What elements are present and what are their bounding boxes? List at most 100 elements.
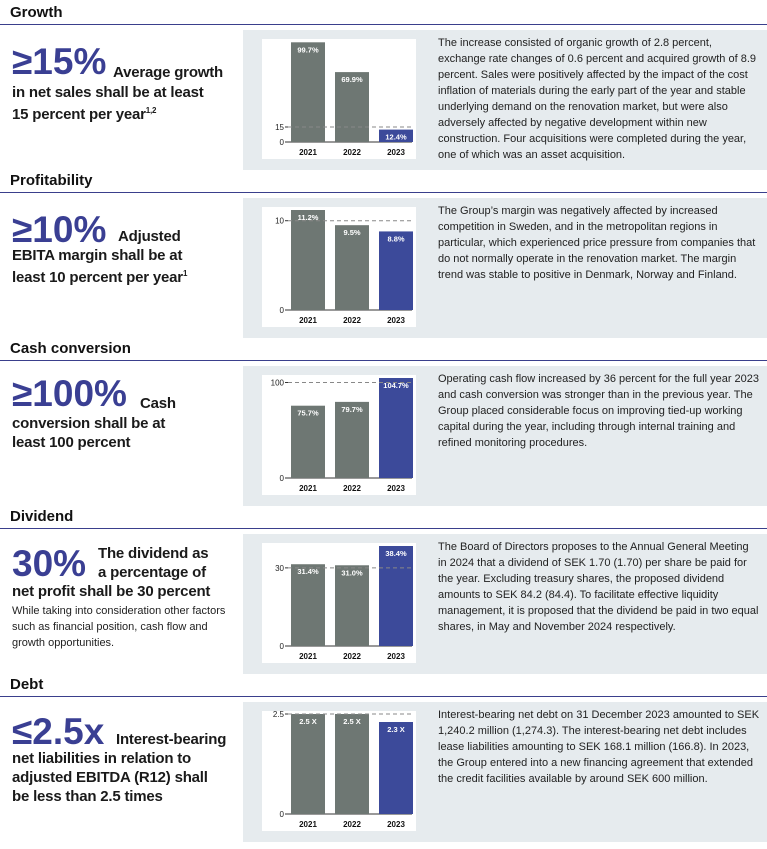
kpi-line: conversion shall be at [12, 415, 166, 432]
bar-chart: 0 2.5 2.5 X 2021 2.5 X 2022 2.3 X 2023 [262, 710, 416, 831]
kpi-line: least 10 percent per year1 [12, 264, 187, 288]
section-title: Cash conversion [10, 340, 131, 357]
y-tick-label: 0 [280, 138, 285, 147]
x-tick-label: 2021 [299, 652, 317, 661]
description: The increase consisted of organic growth… [438, 37, 756, 161]
kpi-line: least 100 percent [12, 434, 131, 451]
x-tick-label: 2022 [343, 820, 361, 829]
x-tick-label: 2023 [387, 652, 405, 661]
chart-svg: 0 2.5 2.5 X 2021 2.5 X 2022 2.3 X 2023 [273, 710, 413, 829]
description: The Group’s margin was negatively affect… [438, 205, 756, 281]
section-divider [0, 24, 767, 25]
y-tick-label: 30 [275, 564, 284, 573]
chart-svg: 0 30 31.4% 2021 31.0% 2022 38.4% 2023 [275, 546, 413, 661]
chart-svg: 0 10 11.2% 2021 9.5% 2022 8.8% 2023 [275, 210, 413, 325]
bar-value-label: 9.5% [343, 228, 360, 237]
kpi-line: net liabilities in relation to [12, 750, 192, 767]
bar-chart: 0 15 99.7% 2021 69.9% 2022 12.4% 2023 [262, 39, 416, 159]
bar-value-label: 69.9% [341, 75, 363, 84]
bar [335, 565, 369, 646]
x-tick-label: 2023 [387, 316, 405, 325]
bar [291, 564, 325, 646]
section-title: Profitability [10, 172, 93, 189]
bar-chart: 0 30 31.4% 2021 31.0% 2022 38.4% 2023 [262, 543, 416, 663]
footnote-mark: 1,2 [145, 106, 157, 115]
bar-value-label: 38.4% [385, 549, 407, 558]
kpi-line: Adjusted [118, 228, 181, 245]
section-debt: Debt ≤2.5x Interest-bearing net liabilit… [0, 674, 767, 844]
bar [335, 714, 369, 814]
kpi-line: adjusted EBITDA (R12) shall [12, 769, 208, 786]
kpi-line-text: 15 percent per year [12, 106, 146, 123]
y-tick-label: 0 [280, 810, 285, 819]
bar-value-label: 11.2% [298, 213, 319, 222]
bar-value-label: 99.7% [297, 45, 319, 54]
bar [379, 378, 413, 478]
bar-value-label: 2.5 X [299, 717, 317, 726]
bar [335, 401, 369, 478]
bar [291, 714, 325, 814]
x-tick-label: 2022 [343, 652, 361, 661]
x-tick-label: 2021 [299, 820, 317, 829]
bar-value-label: 104.7% [383, 381, 409, 390]
bar [379, 231, 413, 310]
bar [335, 225, 369, 310]
chart-svg: 0 100 75.7% 2021 79.7% 2022 104.7% 2023 [271, 378, 413, 493]
bar [379, 722, 413, 814]
x-tick-label: 2022 [343, 148, 361, 157]
x-tick-label: 2023 [387, 148, 405, 157]
kpi-line: be less than 2.5 times [12, 788, 163, 805]
bar-chart: 0 10 11.2% 2021 9.5% 2022 8.8% 2023 [262, 207, 416, 327]
bar-value-label: 79.7% [341, 405, 363, 414]
kpi-line: The dividend as [98, 545, 209, 562]
kpi-line: EBITA margin shall be at [12, 247, 183, 264]
kpi-line-text: least 10 percent per year [12, 269, 183, 286]
bar [291, 42, 325, 142]
bar-chart: 0 100 75.7% 2021 79.7% 2022 104.7% 2023 [262, 375, 416, 495]
x-tick-label: 2022 [343, 316, 361, 325]
y-tick-label: 2.5 [273, 711, 285, 719]
target-value: ≥100% [12, 373, 127, 414]
bar-value-label: 31.4% [297, 567, 319, 576]
description: Interest-bearing net debt on 31 December… [438, 709, 760, 785]
section-divider [0, 360, 767, 361]
bar [379, 129, 413, 142]
bar-value-label: 12.4% [385, 133, 407, 142]
kpi-line: Interest-bearing [116, 731, 227, 748]
kpi-line: in net sales shall be at least [12, 84, 204, 101]
section-title: Debt [10, 676, 44, 693]
section-divider [0, 192, 767, 193]
y-tick-label: 0 [280, 474, 285, 483]
x-tick-label: 2021 [299, 484, 317, 493]
target-value: ≥10% [12, 209, 107, 250]
target-value: 30% [12, 543, 87, 584]
x-tick-label: 2023 [387, 820, 405, 829]
kpi-line: a percentage of [98, 564, 206, 581]
section-profitability: Profitability ≥10% Adjusted EBITA margin… [0, 170, 767, 338]
kpi-note: While taking into consideration other fa… [12, 605, 226, 649]
section-title: Growth [10, 4, 63, 21]
description: Operating cash flow increased by 36 perc… [438, 373, 760, 449]
bar [291, 405, 325, 478]
target-value: ≥15% [12, 41, 107, 82]
footnote-mark: 1 [182, 269, 188, 278]
bar-value-label: 75.7% [297, 409, 319, 418]
target-value: ≤2.5x [12, 711, 105, 752]
kpi-line: net profit shall be 30 percent [12, 583, 211, 600]
bar-value-label: 2.3 X [387, 725, 405, 734]
section-dividend: Dividend 30% The dividend as a percentag… [0, 506, 767, 674]
section-divider [0, 696, 767, 697]
section-title: Dividend [10, 508, 74, 525]
bar [379, 546, 413, 646]
kpi-line: Cash [140, 395, 176, 412]
section-cash-conversion: Cash conversion ≥100% Cash conversion sh… [0, 338, 767, 506]
section-growth: Growth ≥15% Average growth in net sales … [0, 2, 767, 170]
x-tick-label: 2022 [343, 484, 361, 493]
y-tick-label: 100 [271, 378, 285, 387]
chart-svg: 0 15 99.7% 2021 69.9% 2022 12.4% 2023 [275, 42, 413, 157]
kpi-line: Average growth [113, 64, 224, 81]
section-divider [0, 528, 767, 529]
y-tick-label: 10 [275, 217, 284, 226]
bar [291, 210, 325, 310]
bar-value-label: 8.8% [387, 234, 404, 243]
